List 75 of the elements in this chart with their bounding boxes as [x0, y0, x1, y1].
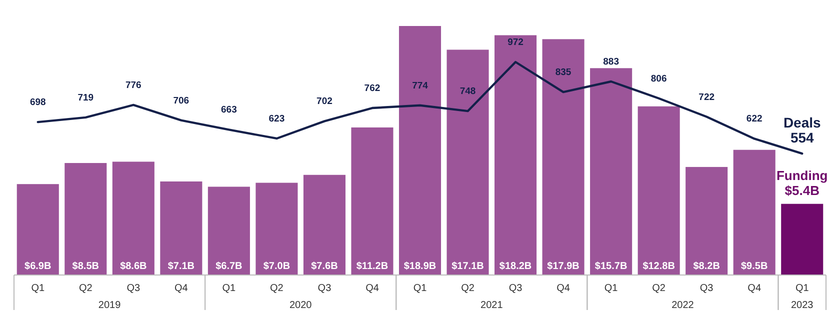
x-tick-label: Q3: [508, 283, 523, 294]
data-label: 776: [125, 80, 142, 91]
data-label: 722: [698, 92, 715, 103]
data-label: 883: [603, 56, 619, 68]
bar: [446, 50, 489, 275]
data-label: $7.6B: [311, 261, 338, 272]
x-tick-label: Q1: [604, 283, 618, 294]
bar: [16, 184, 59, 275]
data-label: $11.2B: [356, 261, 388, 272]
data-label: $9.5B: [741, 261, 768, 272]
bar: [494, 35, 537, 275]
series-label: Deals: [783, 114, 822, 131]
bar: [398, 26, 442, 275]
text: 2023: [790, 300, 814, 311]
data-label: $8.2B: [693, 261, 720, 272]
data-label: 748: [460, 86, 476, 98]
text: 2020: [289, 300, 312, 311]
bar: [733, 150, 776, 275]
text: 2021: [480, 300, 504, 311]
data-label: 806: [650, 73, 667, 84]
x-tick-label: Q1: [795, 283, 810, 294]
x-tick-label: Q4: [366, 283, 380, 294]
bar: [256, 182, 298, 275]
data-label: $8.6B: [120, 261, 147, 272]
bar: [686, 166, 728, 275]
bar: [64, 163, 107, 275]
x-tick-label: Q3: [126, 283, 141, 294]
data-label: 774: [412, 80, 429, 92]
bar: [351, 127, 394, 275]
text: 2019: [98, 300, 122, 311]
data-label: 972: [508, 37, 524, 48]
bar: [542, 39, 584, 275]
data-label: 623: [268, 113, 285, 124]
data-label: 719: [78, 92, 94, 104]
x-tick-label: Q4: [748, 283, 762, 294]
data-label: $18.9B: [404, 261, 436, 272]
data-label: $17.1B: [452, 261, 484, 272]
bar: [590, 68, 632, 275]
x-tick-label: Q2: [461, 283, 475, 294]
bar: [112, 162, 154, 275]
data-label: 554: [790, 130, 814, 146]
data-label: 762: [364, 83, 380, 94]
data-label: $6.7B: [216, 261, 242, 272]
data-label: $5.4B: [784, 182, 820, 198]
data-label: $18.2B: [499, 261, 532, 272]
bar: [638, 106, 680, 275]
data-label: 698: [30, 97, 46, 108]
x-tick-label: Q1: [31, 283, 45, 294]
data-label: $8.5B: [72, 261, 99, 272]
x-tick-label: Q4: [174, 283, 188, 294]
data-label: 835: [555, 67, 572, 78]
series-label: Funding: [776, 168, 828, 183]
data-label: $7.0B: [263, 261, 290, 272]
data-label: $12.8B: [642, 261, 675, 272]
data-label: 702: [316, 96, 332, 108]
x-tick-label: Q1: [222, 283, 236, 294]
x-tick-label: Q3: [700, 283, 714, 294]
x-tick-label: Q1: [413, 283, 428, 294]
bar: [160, 181, 202, 275]
x-tick-label: Q4: [556, 283, 570, 294]
bar: [303, 174, 346, 275]
bar: [208, 186, 250, 275]
data-label: 706: [173, 95, 190, 106]
data-label: $7.1B: [168, 261, 195, 272]
text: 2022: [672, 300, 694, 311]
x-tick-label: Q2: [78, 283, 93, 294]
x-tick-label: Q2: [270, 283, 284, 294]
x-tick-label: Q3: [318, 283, 332, 294]
data-label: $17.9B: [547, 261, 580, 272]
data-label: 622: [746, 114, 762, 125]
data-label: $6.9B: [24, 261, 52, 272]
x-tick-label: Q2: [652, 283, 666, 294]
data-label: 663: [221, 104, 237, 116]
bar: [781, 204, 824, 275]
data-label: $15.7B: [594, 261, 628, 272]
